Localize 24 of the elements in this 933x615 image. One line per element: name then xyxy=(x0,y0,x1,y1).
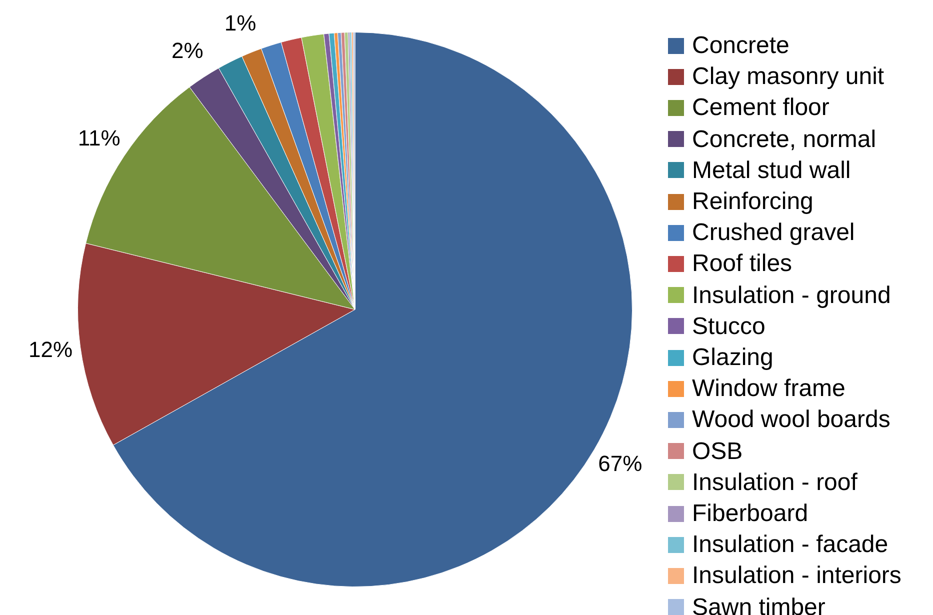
legend-label: Clay masonry unit xyxy=(692,62,884,92)
legend-label: Insulation - ground xyxy=(692,280,891,311)
legend-label: Sawn timber xyxy=(692,592,826,615)
legend-label: OSB xyxy=(692,436,743,467)
legend-label: Window frame xyxy=(692,374,846,404)
data-label: 1% xyxy=(224,10,256,36)
legend-label: Glazing xyxy=(692,343,774,374)
legend-label: Reinforcing xyxy=(692,187,814,218)
legend-label: Fiberboard xyxy=(692,499,808,530)
data-label: 12% xyxy=(28,336,73,362)
legend-label: Metal stud wall xyxy=(692,156,851,186)
legend-label: Concrete, normal xyxy=(692,124,876,155)
legend-label: Cement floor xyxy=(692,93,830,124)
legend-label: Stucco xyxy=(692,312,766,342)
legend-label: Crushed gravel xyxy=(692,218,855,248)
legend-label: Insulation - interiors xyxy=(692,561,902,592)
legend-label: Roof tiles xyxy=(692,249,792,280)
data-label: 67% xyxy=(598,450,642,476)
legend-label: Insulation - facade xyxy=(692,530,888,560)
legend-label: Concrete xyxy=(692,31,790,61)
data-label: 2% xyxy=(172,38,204,64)
legend-label: Wood wool boards xyxy=(692,405,890,436)
legend-label: Insulation - roof xyxy=(692,468,858,498)
data-label: 11% xyxy=(78,126,120,151)
